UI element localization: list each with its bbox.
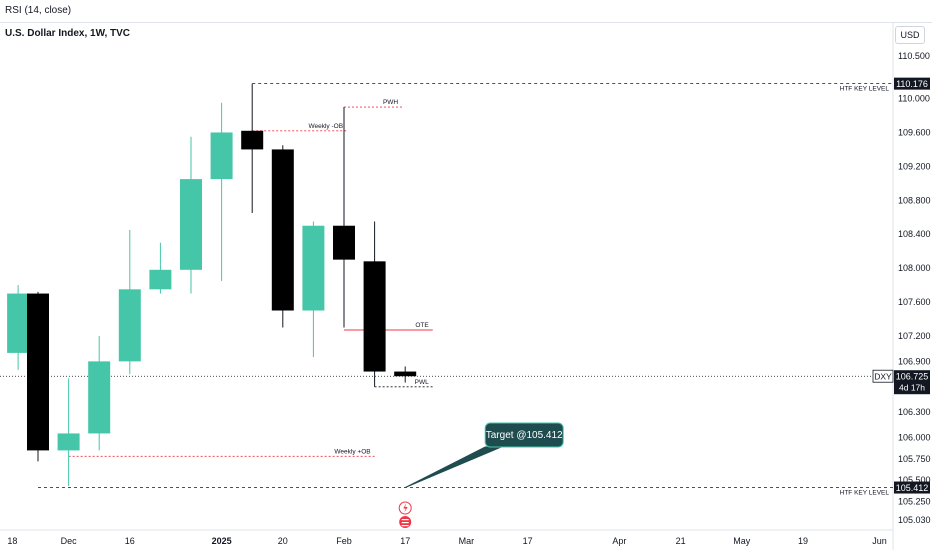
flag-stripe-icon [401,522,409,524]
candle-body [118,289,141,362]
y-tick-label: 108.000 [898,263,931,273]
htf-high-label: HTF KEY LEVEL [840,86,890,93]
htf-low-price-badge [894,481,930,494]
last-price-badge [894,370,930,395]
flag-stripe-icon [401,525,409,527]
pwh-label: PWH [383,99,398,106]
y-tick-label: 107.600 [898,297,931,307]
candle-body [57,433,80,451]
y-tick-label: 109.600 [898,127,931,137]
x-tick-label: 18 [7,536,17,546]
x-tick-label: 17 [400,536,410,546]
y-tick-label: 110.000 [898,94,930,104]
candle-body [241,130,264,150]
y-tick-label: 108.400 [898,229,931,239]
ote-label: OTE [415,322,429,329]
candle-body [27,293,49,451]
y-tick-label: 109.200 [898,161,931,171]
candle-body [7,293,30,353]
candle-body [302,225,325,311]
time-axis: 18 Dec 16 2025 20 Feb 17 Mar 17 Apr 21 May 19 Jun [7,536,886,546]
htf-low-price-text: 105.412 [896,483,929,493]
candle-body [363,261,386,372]
candle-body [271,149,294,311]
indicator-label[interactable]: RSI (14, close) [5,5,72,16]
target-callout: Target @105.412 [404,422,564,488]
callout-label: Target @105.412 [486,430,563,441]
callout-pointer [404,446,502,488]
symbol-text: DXY [874,372,892,382]
y-tick-label: 106.900 [898,356,931,366]
y-tick-label: 105.250 [898,496,931,506]
y-tick-label: 105.750 [898,454,931,464]
price-axis: 110.500 110.000 109.600 109.200 108.800 108.4… [898,51,931,525]
indicator-bar: RSI (14, close) [0,0,932,23]
x-tick-label: 21 [676,536,686,546]
y-tick-label: 106.000 [898,433,931,443]
x-tick-label: May [733,536,751,546]
x-tick-label: 20 [278,536,288,546]
candle-body [394,371,417,377]
y-tick-label: 105.030 [898,515,931,525]
htf-high-price-text: 110.176 [896,79,928,89]
candle-body [333,225,355,260]
y-tick-label: 105.500 [898,475,931,485]
y-tick-label: 110.500 [898,51,930,61]
level-lines: HTF KEY LEVEL HTF KEY LEVEL [0,83,893,497]
callout-box [484,422,564,448]
chart-title: U.S. Dollar Index, 1W, TVC [5,28,131,39]
y-tick-label: 107.200 [898,331,931,341]
candle-body [180,179,202,270]
flash-glyph-icon [403,503,408,513]
htf-low-label: HTF KEY LEVEL [840,490,890,497]
x-tick-label: Feb [336,536,352,546]
last-price-text: 106.725 [896,372,929,382]
countdown-text: 4d 17h [899,383,925,393]
candle-body [88,361,111,434]
x-tick-label: Apr [612,536,626,546]
symbol-badge [872,369,894,383]
weekly-neg-ob-label: Weekly -OB [308,123,343,130]
x-tick-label: 17 [523,536,533,546]
flag-stripe-icon [401,519,409,521]
candles [7,83,417,487]
htf-high-price-badge [894,77,930,90]
candle-body [210,132,233,180]
event-icons [398,501,412,528]
weekly-pos-ob-label: Weekly +OB [334,448,370,455]
x-tick-label: 19 [798,536,808,546]
x-tick-label: Mar [459,536,475,546]
y-tick-label: 108.800 [898,195,931,205]
x-tick-label: Jun [872,536,887,546]
x-tick-label: Dec [61,536,78,546]
currency-button[interactable]: USD [895,26,925,44]
x-tick-label: 2025 [212,536,232,546]
y-tick-label: 106.300 [898,407,931,417]
x-tick-label: 16 [125,536,135,546]
pwl-label: PWL [415,379,429,386]
candle-body [149,269,172,290]
